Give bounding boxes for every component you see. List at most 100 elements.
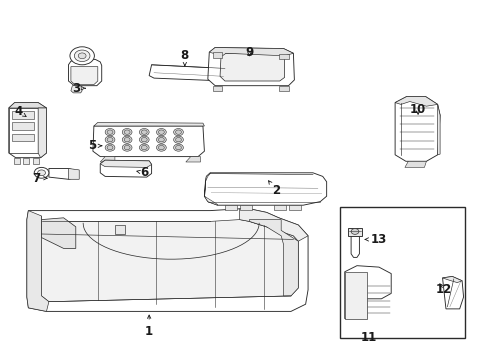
- Text: 12: 12: [435, 283, 451, 296]
- Circle shape: [122, 136, 132, 143]
- Circle shape: [105, 129, 115, 136]
- Polygon shape: [9, 103, 46, 108]
- Polygon shape: [437, 104, 439, 155]
- Polygon shape: [100, 160, 151, 177]
- Polygon shape: [278, 54, 288, 59]
- Polygon shape: [12, 134, 34, 141]
- Circle shape: [158, 145, 164, 150]
- Circle shape: [175, 130, 181, 134]
- Circle shape: [158, 130, 164, 134]
- Polygon shape: [100, 160, 151, 167]
- Polygon shape: [12, 122, 34, 130]
- Text: 3: 3: [72, 82, 85, 95]
- Text: 4: 4: [15, 105, 26, 118]
- Polygon shape: [209, 48, 293, 56]
- Text: 1: 1: [145, 315, 153, 338]
- Circle shape: [175, 138, 181, 142]
- Circle shape: [156, 136, 166, 143]
- Circle shape: [78, 53, 86, 59]
- Polygon shape: [71, 67, 98, 85]
- Bar: [339, 207, 464, 338]
- Polygon shape: [9, 108, 38, 153]
- Circle shape: [124, 130, 130, 134]
- Polygon shape: [394, 96, 437, 106]
- Polygon shape: [185, 157, 200, 162]
- Circle shape: [141, 145, 147, 150]
- Polygon shape: [212, 86, 222, 91]
- Circle shape: [173, 144, 183, 151]
- Circle shape: [105, 144, 115, 151]
- Polygon shape: [273, 205, 285, 210]
- Polygon shape: [344, 272, 366, 319]
- Circle shape: [124, 145, 130, 150]
- Polygon shape: [12, 111, 34, 119]
- Polygon shape: [249, 220, 298, 296]
- Polygon shape: [204, 173, 217, 205]
- Polygon shape: [33, 158, 39, 164]
- Polygon shape: [344, 266, 390, 319]
- Text: 5: 5: [88, 139, 102, 152]
- Circle shape: [350, 229, 358, 234]
- Circle shape: [74, 50, 90, 62]
- Text: 9: 9: [245, 46, 253, 59]
- Polygon shape: [27, 209, 307, 311]
- Text: 6: 6: [137, 166, 148, 179]
- Text: 2: 2: [268, 181, 280, 197]
- Polygon shape: [9, 103, 46, 158]
- Polygon shape: [41, 218, 76, 248]
- Polygon shape: [93, 126, 204, 157]
- Text: 10: 10: [409, 103, 426, 116]
- Circle shape: [175, 145, 181, 150]
- Polygon shape: [239, 209, 307, 241]
- Polygon shape: [350, 236, 359, 257]
- Polygon shape: [220, 53, 284, 81]
- Text: 11: 11: [360, 331, 377, 344]
- Polygon shape: [288, 205, 300, 210]
- Circle shape: [107, 145, 113, 150]
- Polygon shape: [207, 48, 294, 86]
- Polygon shape: [94, 122, 204, 126]
- Polygon shape: [38, 108, 46, 158]
- Circle shape: [105, 136, 115, 143]
- Polygon shape: [115, 225, 124, 234]
- Text: 7: 7: [33, 172, 47, 185]
- Polygon shape: [278, 86, 288, 91]
- Circle shape: [156, 129, 166, 136]
- Circle shape: [173, 136, 183, 143]
- Polygon shape: [347, 228, 361, 236]
- Text: 13: 13: [364, 233, 386, 246]
- Circle shape: [141, 130, 147, 134]
- Polygon shape: [49, 168, 77, 179]
- Circle shape: [34, 167, 49, 178]
- Circle shape: [38, 170, 45, 176]
- Polygon shape: [68, 59, 102, 86]
- Circle shape: [139, 136, 149, 143]
- Polygon shape: [212, 52, 222, 58]
- Circle shape: [107, 130, 113, 134]
- Polygon shape: [14, 158, 20, 164]
- Circle shape: [70, 47, 94, 65]
- Polygon shape: [404, 161, 426, 167]
- Polygon shape: [27, 211, 49, 311]
- Polygon shape: [68, 168, 79, 179]
- Circle shape: [173, 129, 183, 136]
- Circle shape: [156, 144, 166, 151]
- Polygon shape: [204, 173, 326, 205]
- Circle shape: [122, 144, 132, 151]
- Polygon shape: [71, 86, 82, 93]
- Polygon shape: [442, 276, 463, 309]
- Polygon shape: [149, 65, 224, 81]
- Polygon shape: [394, 96, 439, 161]
- Text: 8: 8: [181, 49, 188, 66]
- Polygon shape: [442, 276, 461, 283]
- Circle shape: [107, 138, 113, 142]
- Circle shape: [124, 138, 130, 142]
- Polygon shape: [23, 158, 29, 164]
- Circle shape: [122, 129, 132, 136]
- Polygon shape: [41, 216, 298, 302]
- Polygon shape: [224, 205, 237, 210]
- Circle shape: [139, 144, 149, 151]
- Circle shape: [158, 138, 164, 142]
- Circle shape: [139, 129, 149, 136]
- Polygon shape: [100, 157, 115, 162]
